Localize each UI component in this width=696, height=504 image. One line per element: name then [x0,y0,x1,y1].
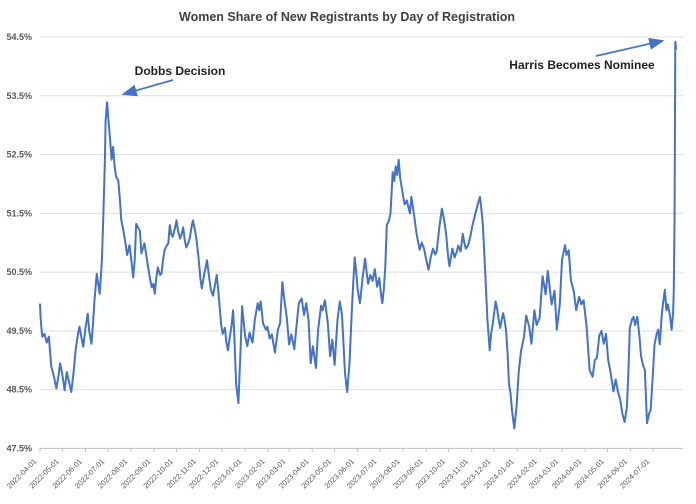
annotation-dobbs-decision: Dobbs Decision [135,64,226,78]
annotation-arrows [121,38,665,97]
annotation-arrow [121,79,174,97]
annotation-harris-nominee: Harris Becomes Nominee [509,58,655,72]
y-axis-labels: 54.5% 53.5% 52.5% 51.5% 50.5% 49.5% 48.5% 47.5% [6,32,32,453]
gridlines [40,36,683,449]
y-tick-label: 49.5% [6,326,32,336]
y-tick-label: 48.5% [6,385,32,395]
y-tick-label: 47.5% [6,443,32,453]
x-axis-labels: 2022-04-012022-05-012022-06-012022-07-01… [5,457,651,490]
chart-title: Women Share of New Registrants by Day of… [179,10,515,24]
y-tick-label: 52.5% [6,150,32,160]
y-tick-label: 51.5% [6,208,32,218]
y-tick-label: 50.5% [6,267,32,277]
registrants-share-series-line [39,40,678,430]
y-tick-label: 53.5% [6,91,32,101]
y-tick-label: 54.5% [6,32,32,42]
annotation-arrow [595,38,665,57]
x-axis [39,448,654,452]
